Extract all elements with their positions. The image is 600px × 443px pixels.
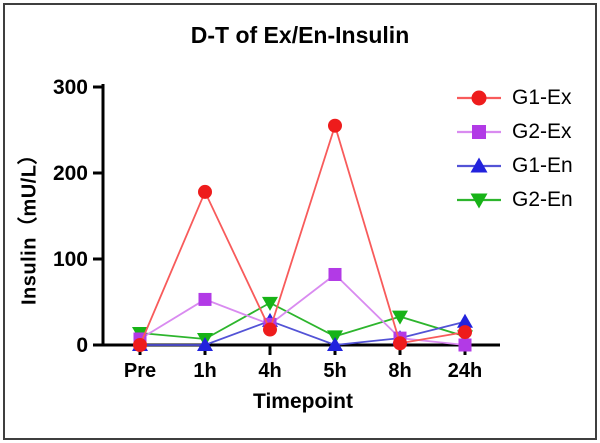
x-tick-label: 24h (448, 360, 482, 382)
y-tick-label: 200 (53, 162, 88, 185)
legend-label: G1-En (512, 153, 573, 177)
legend-item-g1-en: G1-En (455, 153, 573, 178)
x-tick-label: 1h (193, 360, 216, 382)
axes (101, 84, 500, 347)
square-marker-icon (457, 125, 501, 139)
y-tick-label: 100 (53, 248, 88, 271)
x-tick-label: 5h (323, 360, 346, 382)
legend-label: G1-Ex (512, 85, 572, 109)
data-point-g1-ex (393, 336, 407, 351)
data-point-g1-ex (458, 325, 472, 340)
x-tick-label: 8h (388, 360, 411, 382)
legend-item-g2-en: G2-En (455, 187, 573, 212)
legend-item-g2-ex: G2-Ex (455, 119, 573, 144)
y-tick-label: 300 (53, 76, 88, 99)
series-line-g1-en (140, 319, 466, 346)
data-point-g2-ex (198, 292, 212, 306)
data-point-g1-en (457, 313, 473, 328)
data-point-g1-ex (198, 184, 212, 199)
triangle-up-marker-icon (457, 157, 501, 173)
series-line-g2-ex (139, 273, 466, 346)
series-line-g2-en (139, 301, 466, 340)
triangle-down-marker-icon (457, 193, 501, 209)
y-tick-label: 0 (76, 334, 88, 357)
data-point-g1-ex (133, 338, 147, 352)
data-point-g2-ex (458, 338, 472, 352)
data-point-g2-en (262, 296, 278, 311)
circle-marker-icon (457, 90, 501, 106)
data-point-g1-ex (263, 322, 277, 337)
x-tick-label: Pre (124, 360, 156, 382)
chart-legend: G1-Ex G2-Ex G1-En G2-En (455, 85, 573, 212)
legend-label: G2-Ex (512, 119, 572, 143)
data-point-g2-en (392, 310, 408, 325)
x-tick-label: 4h (258, 360, 281, 382)
chart-title: D-T of Ex/En-Insulin (190, 22, 410, 48)
x-axis-label: Timepoint (253, 390, 353, 413)
data-point-g2-ex (328, 267, 342, 281)
data-point-g1-ex (328, 118, 342, 133)
data-point-g1-en (197, 337, 213, 351)
legend-item-g1-ex: G1-Ex (455, 85, 573, 110)
data-point-g1-en (327, 337, 343, 351)
legend-label: G2-En (512, 187, 573, 211)
series-line-g1-ex (139, 122, 466, 346)
